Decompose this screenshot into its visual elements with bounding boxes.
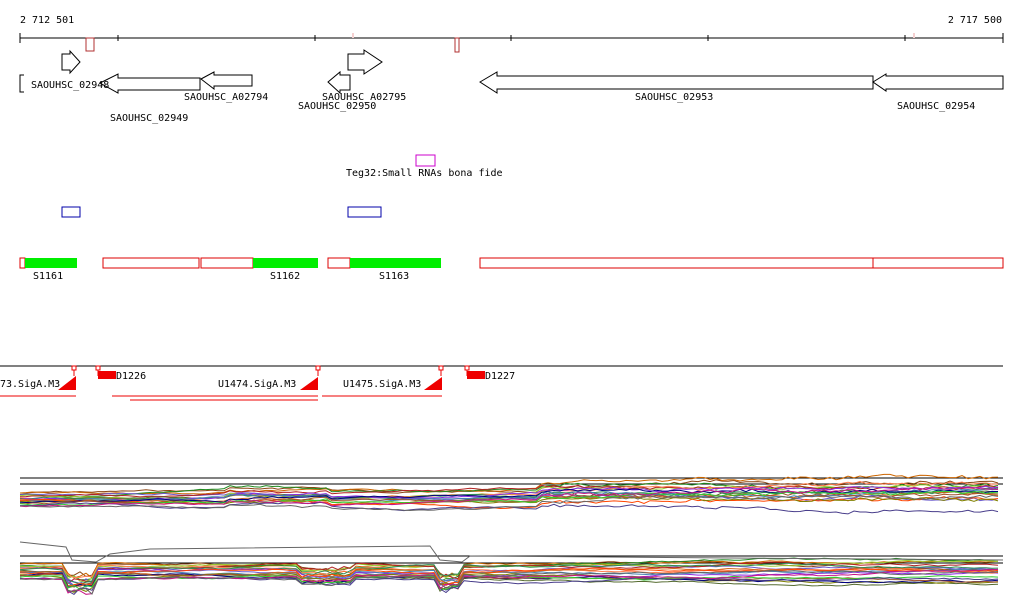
srna-track: Teg32:Small RNAs bona fide	[346, 155, 503, 179]
downstream-d1227[interactable]	[467, 371, 485, 379]
tss-triangle[interactable]	[58, 376, 76, 390]
tss-tick-box	[465, 366, 469, 370]
gene-label[interactable]: SAOUHSC_02950	[298, 101, 376, 112]
expression-lines	[20, 474, 998, 514]
ruler-start-label: 2 712 501	[20, 15, 74, 26]
srna-label: Teg32:Small RNAs bona fide	[346, 168, 503, 179]
expression-lines	[20, 542, 1003, 594]
tss-tick-box	[96, 366, 100, 370]
gene-arrow[interactable]	[348, 50, 382, 74]
srna-feature[interactable]	[416, 155, 435, 166]
gene-arrow[interactable]	[480, 72, 873, 93]
feature-box-track	[62, 207, 381, 217]
ruler-end-label: 2 717 500	[948, 15, 1002, 26]
gene-label[interactable]: SAOUHSC_02953	[635, 92, 713, 103]
gene-arrow[interactable]	[62, 51, 80, 73]
segment-track	[20, 258, 1003, 268]
gene-arrow[interactable]	[201, 72, 252, 89]
segment-outline[interactable]	[873, 258, 1003, 268]
expression-line	[20, 570, 998, 591]
expression-track-2	[20, 542, 1003, 594]
gene-track	[20, 50, 1003, 93]
gene-label[interactable]: SAOUHSC_A02794	[184, 92, 268, 103]
segment-label: S1163	[379, 271, 409, 282]
segment-outline[interactable]	[20, 258, 25, 268]
tss-tick-box	[316, 366, 320, 370]
gene-arrow[interactable]	[873, 74, 1003, 91]
ruler-marker	[913, 33, 915, 38]
gene-label[interactable]: SAOUHSC_02949	[110, 113, 188, 124]
expression-line	[20, 563, 998, 583]
tss-triangle[interactable]	[300, 377, 318, 390]
tss-triangle[interactable]	[424, 377, 442, 390]
segment-s1161[interactable]	[25, 258, 77, 268]
tss-label: U1475.SigA.M3	[343, 379, 421, 390]
ruler-feature-mark	[86, 38, 94, 51]
expression-track-1	[20, 474, 1003, 514]
downstream-label: D1226	[116, 371, 146, 382]
gene-label[interactable]: SAOUHSC_02948	[31, 80, 109, 91]
downstream-d1226[interactable]	[98, 371, 116, 379]
gene-arrow[interactable]	[328, 72, 350, 93]
expression-envelope	[20, 542, 1003, 562]
segment-label: S1162	[270, 271, 300, 282]
segment-s1162[interactable]	[253, 258, 318, 268]
segment-outline[interactable]	[480, 258, 873, 268]
ruler-feature-mark	[455, 38, 459, 52]
tss-label: 73.SigA.M3	[0, 379, 60, 390]
gene-arrow[interactable]	[100, 74, 200, 93]
coordinate-ruler: 2 712 501 2 717 500	[20, 15, 1003, 52]
segment-outline[interactable]	[103, 258, 199, 268]
gene-arrow-stub[interactable]	[20, 75, 24, 92]
gene-label[interactable]: SAOUHSC_02954	[897, 101, 975, 112]
tss-tick-box	[439, 366, 443, 370]
feature-box[interactable]	[348, 207, 381, 217]
segment-outline[interactable]	[201, 258, 253, 268]
feature-box[interactable]	[62, 207, 80, 217]
segment-s1163[interactable]	[350, 258, 441, 268]
tss-label: U1474.SigA.M3	[218, 379, 296, 390]
downstream-label: D1227	[485, 371, 515, 382]
tss-tick-box	[72, 366, 76, 370]
tss-track: 73.SigA.M3 U1474.SigA.M3 U1475.SigA.M3 D…	[0, 366, 1003, 400]
segment-outline[interactable]	[328, 258, 350, 268]
segment-label: S1161	[33, 271, 63, 282]
ruler-marker	[352, 33, 354, 38]
segment-labels: S1161 S1162 S1163	[33, 271, 409, 282]
